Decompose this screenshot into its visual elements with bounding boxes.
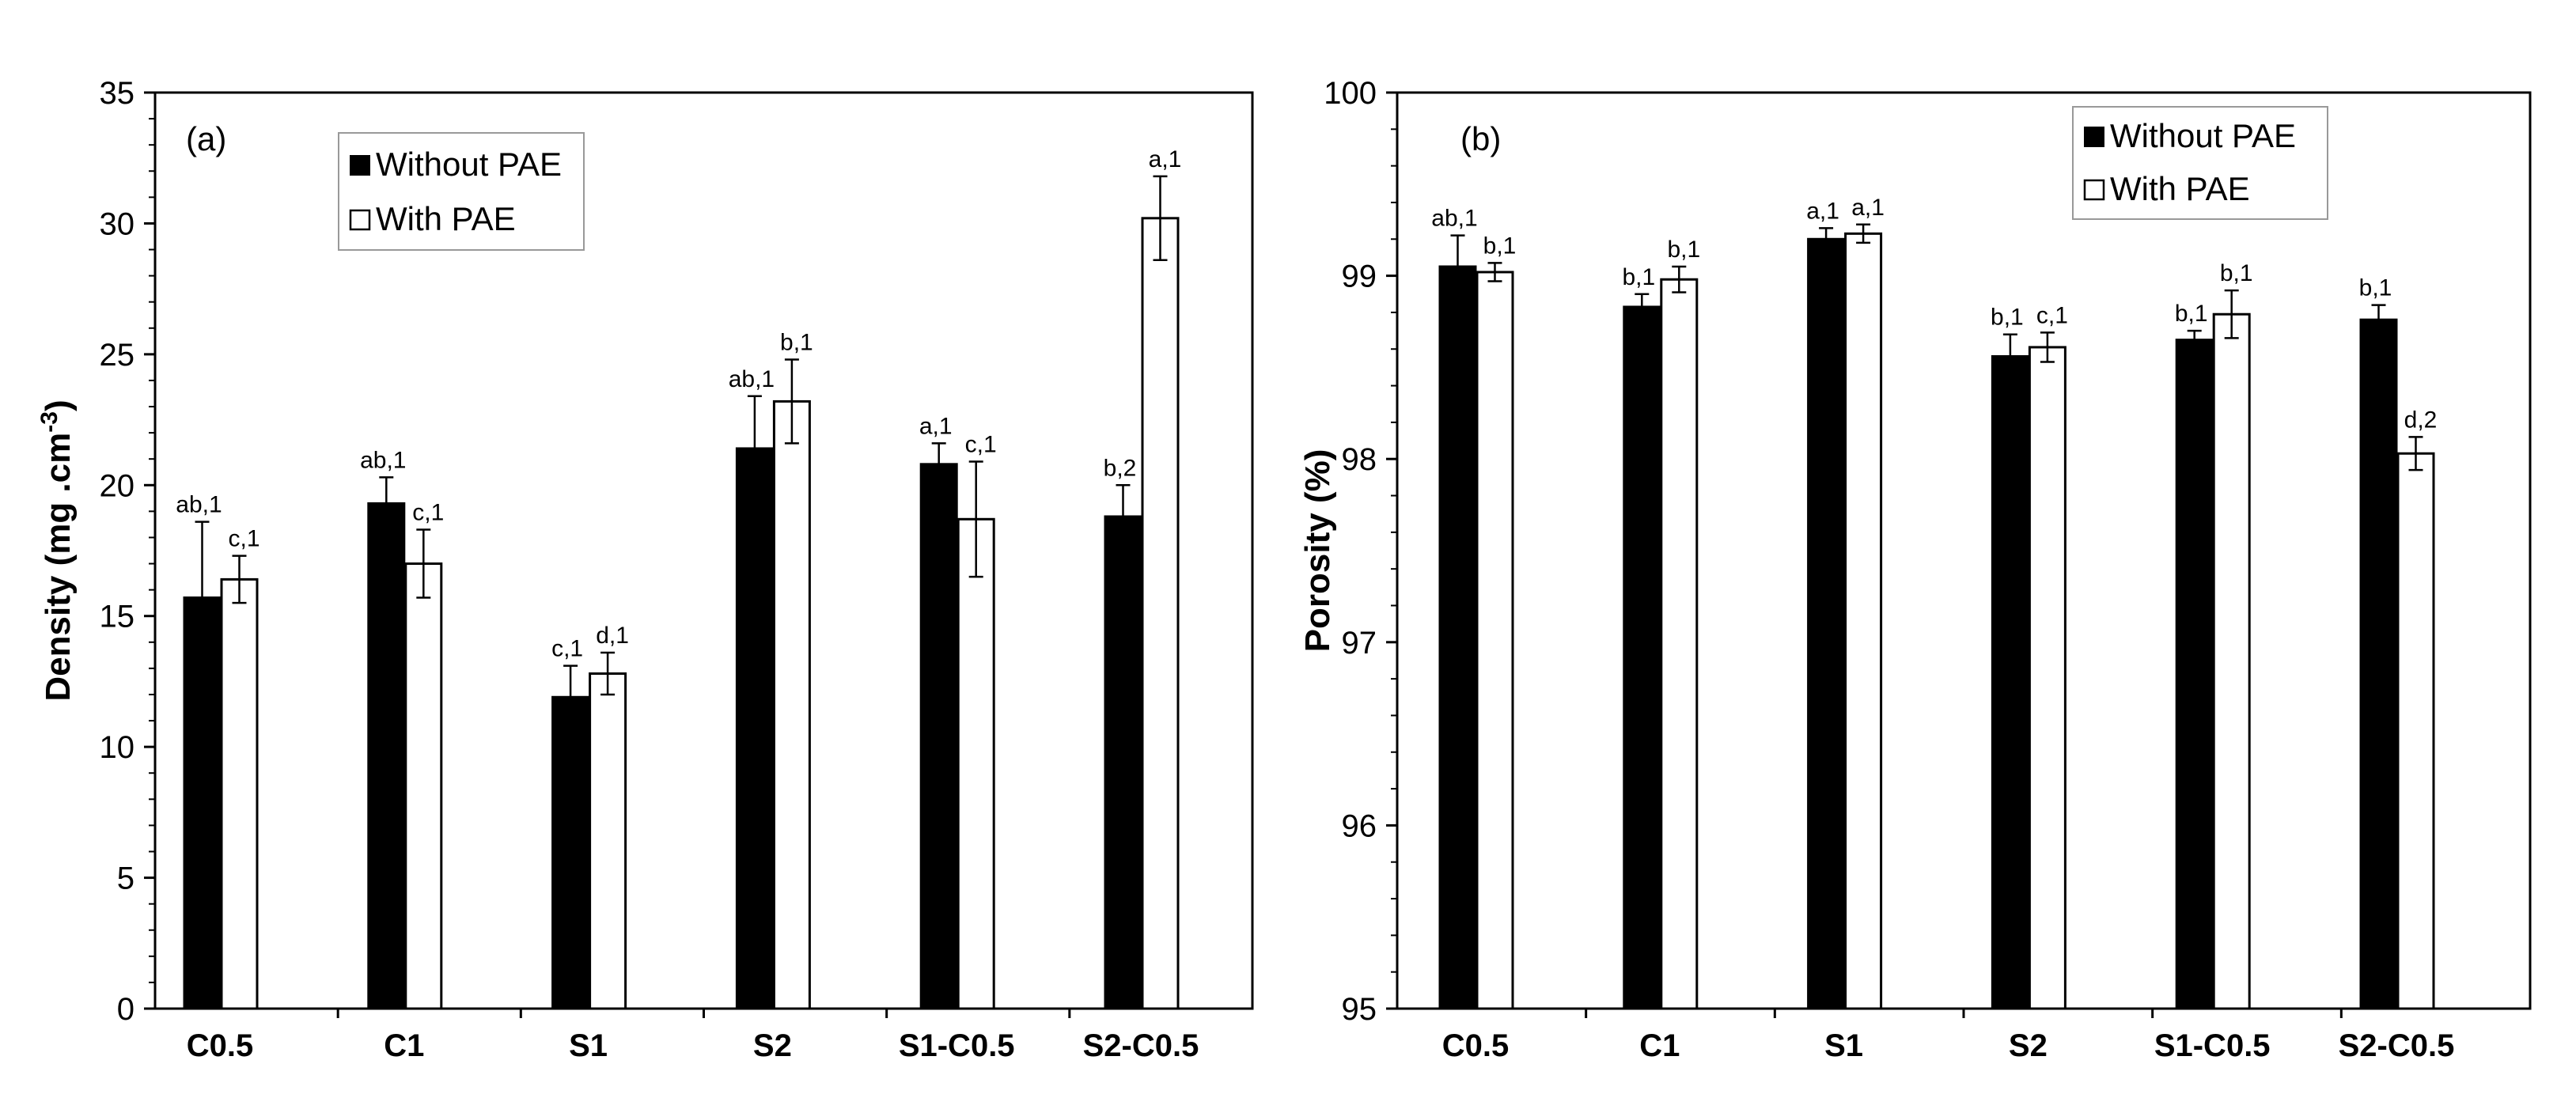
significance-label: b,1 [2220,260,2253,286]
bar [2028,346,2066,1010]
x-tick-label: S1-C0.5 [2154,1028,2271,1063]
significance-label: a,1 [1149,146,1182,172]
legend-label-without-pae: Without PAE [2110,117,2296,154]
x-tick-label: S2-C0.5 [2339,1028,2455,1063]
porosity-chart-panel: (b) Porosity (%) Without PAE With PAE 95… [1298,76,2532,1063]
bar [957,517,995,1010]
bar [589,672,627,1010]
significance-label: b,1 [780,329,813,355]
significance-label: b,1 [1667,237,1700,263]
significance-label: ab,1 [360,447,406,473]
bar [1104,515,1142,1010]
y-tick-label: 100 [1324,76,1377,111]
y-tick-label: 95 [1342,992,1377,1027]
legend: Without PAE With PAE [2072,106,2328,220]
significance-label: ab,1 [729,366,775,392]
bar [404,562,443,1010]
significance-label: a,1 [1851,195,1885,221]
bar [1438,265,1477,1010]
y-tick-label: 5 [117,861,134,896]
bar [919,463,958,1010]
legend-swatch-with-pae [349,209,371,231]
significance-label: c,1 [2036,302,2068,328]
panel-label: (b) [1460,120,1501,157]
significance-label: b,1 [1483,233,1517,259]
bar [1623,305,1661,1010]
x-tick-label: C0.5 [187,1028,254,1063]
bar [220,577,259,1010]
bar [1660,278,1699,1010]
significance-label: a,1 [1806,198,1839,224]
bar [735,447,774,1010]
bar [1141,217,1180,1010]
bar [367,502,406,1010]
x-tick-label: S2 [2009,1028,2048,1063]
x-tick-label: S2 [753,1028,792,1063]
x-tick-label: S1 [1824,1028,1863,1063]
y-tick-label: 99 [1342,259,1377,294]
y-tick-label: 0 [117,992,134,1027]
significance-label: b,1 [1622,264,1655,290]
bar [551,695,590,1010]
bar [1844,232,1883,1010]
significance-label: ab,1 [1431,206,1477,232]
y-axis-title-superscript: -3 [36,411,63,433]
density-chart-panel: (a) Density (mg .cm-3) Without PAE With … [36,76,1254,1063]
y-axis-title-end: ) [39,399,78,411]
legend-label-without-pae: Without PAE [376,146,562,183]
y-axis-title-main: Density (mg .cm [39,433,78,702]
significance-label: ab,1 [176,492,222,518]
legend: Without PAE With PAE [338,132,585,251]
y-tick-label: 10 [100,730,135,765]
bar [2212,312,2251,1010]
significance-label: d,1 [596,623,629,649]
significance-label: b,1 [1991,305,2024,331]
plot-frame [153,91,1254,1010]
x-tick-label: C1 [1639,1028,1680,1063]
bar [1476,271,1514,1010]
y-tick-label: 30 [100,206,135,241]
y-tick-label: 98 [1342,442,1377,477]
panel-label: (a) [186,120,226,157]
significance-label: b,1 [2359,275,2392,301]
significance-label: c,1 [551,636,583,662]
bar [2175,339,2214,1010]
bar [1991,355,2029,1010]
significance-label: c,1 [228,526,259,552]
legend-swatch-without-pae [350,155,370,176]
x-tick-label: S2-C0.5 [1083,1028,1199,1063]
bar [2396,452,2435,1010]
legend-box [2072,106,2328,220]
significance-label: b,2 [1104,455,1137,481]
bar [2359,318,2398,1010]
significance-label: d,2 [2404,407,2438,433]
significance-label: b,1 [2175,301,2208,327]
y-tick-label: 35 [100,76,135,111]
legend-swatch-with-pae [2083,179,2105,201]
significance-label: a,1 [919,413,953,439]
y-tick-label: 96 [1342,808,1377,843]
y-tick-label: 15 [100,600,135,634]
y-tick-label: 20 [100,468,135,503]
legend-label-with-pae: With PAE [376,200,516,237]
legend-label-with-pae: With PAE [2110,170,2250,207]
y-tick-label: 97 [1342,626,1377,661]
y-axis-title: Porosity (%) [1298,449,1337,653]
significance-label: c,1 [965,432,997,458]
x-tick-label: S1 [569,1028,608,1063]
x-tick-label: C1 [384,1028,424,1063]
x-tick-label: C0.5 [1442,1028,1510,1063]
legend-box [338,132,585,251]
y-tick-label: 25 [100,338,135,373]
bar [772,399,811,1010]
bar [1807,237,1846,1010]
x-tick-label: S1-C0.5 [899,1028,1015,1063]
y-axis-title: Density (mg .cm-3) [36,399,78,701]
legend-swatch-without-pae [2084,127,2104,147]
significance-label: c,1 [412,500,444,526]
